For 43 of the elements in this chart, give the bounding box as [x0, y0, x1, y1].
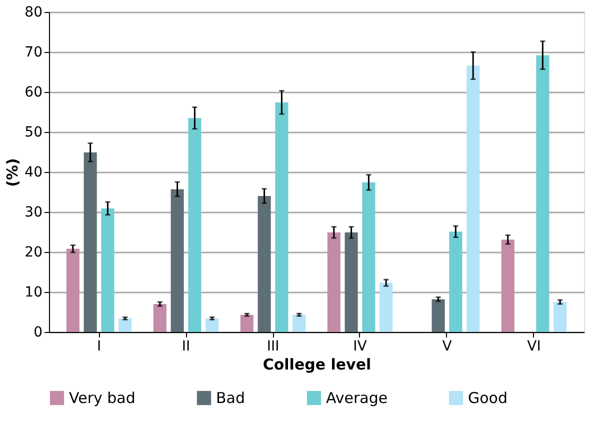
bar — [327, 232, 340, 332]
y-tick-label: 0 — [34, 324, 42, 340]
bar — [206, 318, 219, 332]
y-tick-label: 60 — [24, 84, 42, 100]
bar — [449, 232, 462, 332]
bar — [432, 299, 445, 332]
bar — [344, 232, 358, 332]
x-tick-label: VI — [527, 338, 541, 354]
legend-label: Average — [326, 389, 388, 407]
bar — [466, 66, 480, 332]
bar — [554, 302, 567, 332]
bar — [84, 152, 97, 332]
bar — [275, 102, 288, 332]
legend-label: Very bad — [69, 389, 136, 407]
bar — [118, 318, 132, 332]
bar — [170, 189, 184, 332]
y-tick-label: 10 — [24, 284, 42, 300]
bar — [501, 240, 514, 332]
x-tick-label: III — [266, 338, 280, 354]
y-axis-title: (%) — [4, 158, 22, 187]
bar — [258, 196, 271, 332]
bar — [380, 282, 393, 332]
x-axis-title: College level — [262, 356, 372, 374]
legend-label: Good — [468, 389, 508, 407]
x-tick-label: IV — [353, 338, 368, 354]
bar — [240, 314, 254, 332]
y-tick-label: 30 — [24, 204, 42, 220]
bar — [536, 55, 550, 332]
bar — [101, 208, 114, 332]
x-tick-label: V — [442, 338, 452, 354]
y-tick-label: 80 — [24, 4, 42, 20]
x-tick-label: II — [182, 338, 190, 354]
x-tick-label: I — [96, 338, 102, 354]
y-tick-label: 20 — [24, 244, 42, 260]
bar — [362, 182, 376, 332]
y-tick-label: 50 — [24, 124, 42, 140]
bar — [153, 304, 166, 332]
bar — [292, 314, 306, 332]
legend-label: Bad — [216, 389, 246, 407]
bar — [188, 118, 202, 332]
y-tick-label: 70 — [24, 44, 42, 60]
bar — [66, 248, 80, 332]
y-tick-label: 40 — [24, 164, 42, 180]
